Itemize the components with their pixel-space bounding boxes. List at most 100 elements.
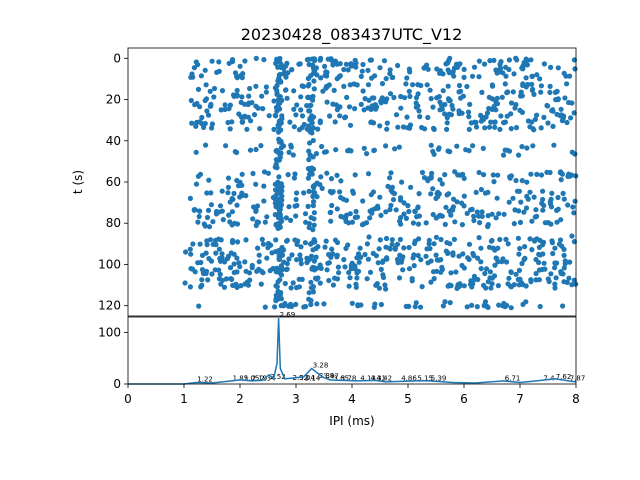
- scatter-point: [488, 285, 494, 291]
- xtick-label: 5: [404, 392, 412, 406]
- scatter-point: [187, 195, 193, 201]
- scatter-point: [408, 184, 414, 190]
- scatter-point: [418, 257, 424, 263]
- scatter-point: [407, 69, 413, 75]
- scatter-point: [352, 214, 358, 220]
- scatter-point: [345, 67, 351, 73]
- scatter-point: [253, 181, 259, 187]
- scatter-point: [282, 280, 288, 287]
- scatter-point: [377, 65, 383, 71]
- scatter-point: [461, 283, 467, 289]
- scatter-point: [323, 149, 329, 155]
- scatter-point: [460, 93, 466, 99]
- scatter-point: [444, 120, 450, 126]
- scatter-point: [274, 91, 280, 97]
- scatter-point: [283, 87, 289, 93]
- scatter-point: [510, 89, 516, 95]
- scatter-point: [204, 242, 210, 248]
- scatter-point: [497, 236, 503, 243]
- scatter-point: [369, 95, 375, 101]
- scatter-point: [301, 190, 307, 196]
- scatter-point: [226, 60, 232, 66]
- scatter-point: [542, 266, 548, 272]
- scatter-point: [444, 126, 450, 132]
- scatter-point: [346, 104, 353, 110]
- scatter-point: [501, 300, 507, 307]
- scatter-point: [447, 149, 453, 155]
- scatter-point: [349, 63, 355, 69]
- scatter-point: [349, 300, 355, 306]
- scatter-point: [547, 89, 553, 95]
- scatter-point: [306, 157, 312, 163]
- scatter-point: [291, 124, 297, 130]
- histogram-y-axis: 0 100: [98, 325, 128, 391]
- scatter-point: [508, 111, 514, 117]
- scatter-point: [353, 60, 359, 66]
- scatter-point: [209, 58, 215, 64]
- scatter-point: [531, 194, 537, 200]
- scatter-point: [275, 266, 281, 272]
- scatter-point: [357, 245, 363, 251]
- scatter-point: [534, 236, 540, 242]
- scatter-point: [383, 209, 389, 215]
- scatter-point: [541, 239, 547, 245]
- scatter-point: [262, 219, 268, 225]
- scatter-point: [472, 119, 478, 125]
- scatter-point: [209, 125, 215, 131]
- xtick-label: 3: [292, 392, 300, 406]
- scatter-point: [230, 237, 236, 244]
- scatter-point: [336, 270, 342, 276]
- scatter-point: [253, 207, 259, 213]
- scatter-point: [475, 255, 481, 261]
- scatter-point: [202, 97, 208, 104]
- scatter-point: [489, 237, 495, 244]
- scatter-point: [190, 241, 196, 247]
- scatter-point: [310, 166, 317, 172]
- scatter-point: [383, 76, 389, 82]
- scatter-point: [301, 304, 307, 310]
- scatter-point: [393, 112, 400, 118]
- scatter-point: [271, 126, 277, 132]
- scatter-point: [538, 125, 544, 131]
- scatter-ytick-label: 100: [98, 257, 121, 271]
- scatter-point: [550, 123, 556, 129]
- scatter-point: [277, 277, 283, 283]
- scatter-point: [521, 256, 527, 263]
- scatter-point: [459, 110, 465, 116]
- scatter-point: [495, 172, 501, 178]
- scatter-point: [311, 86, 317, 92]
- scatter-point: [285, 172, 291, 178]
- scatter-point: [442, 299, 448, 305]
- scatter-point: [538, 172, 545, 178]
- scatter-point: [551, 142, 557, 148]
- scatter-point: [491, 179, 497, 185]
- scatter-point: [278, 145, 284, 151]
- scatter-point: [299, 125, 305, 131]
- scatter-point: [372, 102, 378, 108]
- scatter-point: [393, 207, 399, 213]
- scatter-point: [536, 267, 543, 273]
- scatter-point: [356, 268, 362, 274]
- scatter-point: [352, 172, 358, 178]
- scatter-point: [527, 236, 533, 242]
- scatter-point: [265, 245, 271, 251]
- scatter-point: [291, 88, 297, 94]
- scatter-point: [277, 270, 283, 276]
- scatter-point: [527, 189, 533, 195]
- scatter-point: [489, 96, 496, 102]
- scatter-point: [537, 76, 543, 82]
- scatter-point: [478, 266, 484, 272]
- scatter-point: [508, 269, 514, 275]
- scatter-point: [401, 200, 407, 206]
- scatter-point: [522, 244, 528, 250]
- scatter-point: [547, 169, 553, 176]
- scatter-point: [567, 259, 573, 265]
- scatter-point: [305, 166, 311, 172]
- scatter-point: [364, 276, 370, 282]
- xtick-label: 2: [236, 392, 244, 406]
- scatter-point: [264, 214, 270, 220]
- peak-label: 3.14: [305, 374, 321, 382]
- scatter-point: [555, 65, 561, 71]
- scatter-point: [561, 265, 567, 271]
- scatter-point: [436, 257, 442, 263]
